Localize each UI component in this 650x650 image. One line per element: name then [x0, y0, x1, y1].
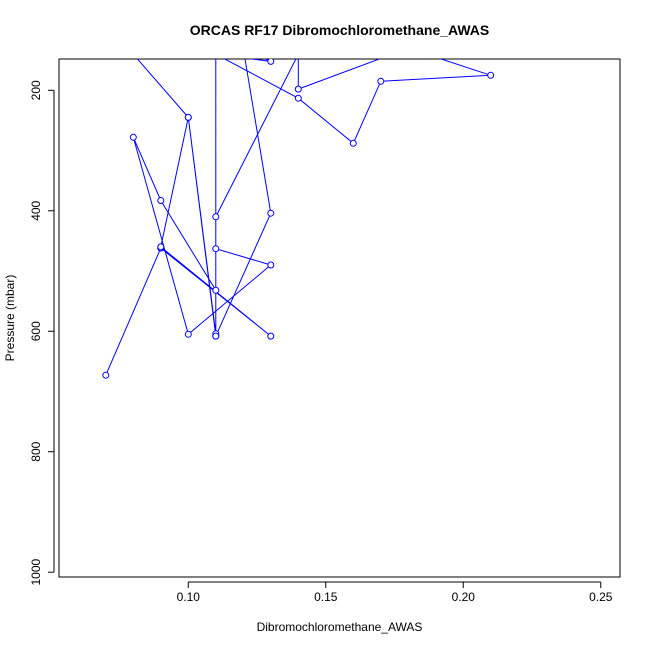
x-tick-label: 0.20 [452, 590, 476, 604]
data-point [405, 45, 411, 51]
data-point [212, 245, 220, 253]
data-point [487, 71, 495, 79]
data-point [129, 133, 137, 141]
data-point [294, 85, 302, 93]
y-axis-label: Pressure (mbar) [3, 275, 17, 362]
y-tick-label: 800 [29, 441, 43, 461]
data-point [267, 261, 275, 269]
data-point [267, 332, 275, 340]
data-point [157, 197, 165, 204]
plot-frame [58, 58, 621, 578]
x-tick-label: 0.15 [314, 590, 338, 604]
data-point [213, 51, 219, 57]
y-tick-label: 200 [29, 80, 43, 100]
data-point [212, 332, 220, 340]
chart-title: ORCAS RF17 Dibromochloromethane_AWAS [190, 22, 490, 38]
y-tick-label: 1000 [29, 559, 43, 586]
y-tick-label: 600 [29, 321, 43, 341]
data-point [157, 243, 165, 251]
y-axis: 200 400 600 800 1000 [29, 80, 55, 586]
data-point [294, 94, 302, 102]
data-point [349, 139, 357, 147]
data-point [184, 330, 192, 338]
data-point [130, 51, 136, 57]
data-point [212, 213, 220, 221]
x-axis-label: Dibromochloromethane_AWAS [257, 620, 423, 634]
plot-area [102, 45, 495, 379]
data-point [184, 113, 192, 121]
data-point [267, 209, 275, 217]
series-line [105, 59, 491, 376]
data-point [212, 286, 220, 294]
data-point [102, 371, 110, 379]
data-point [240, 46, 246, 52]
data-point [213, 51, 219, 57]
data-point [267, 59, 275, 65]
data-point [295, 51, 301, 57]
x-axis: 0.10 0.15 0.20 0.25 [177, 581, 613, 604]
y-tick-label: 400 [29, 200, 43, 220]
data-point [377, 77, 385, 85]
x-tick-label: 0.10 [177, 590, 201, 604]
x-tick-label: 0.25 [589, 590, 613, 604]
